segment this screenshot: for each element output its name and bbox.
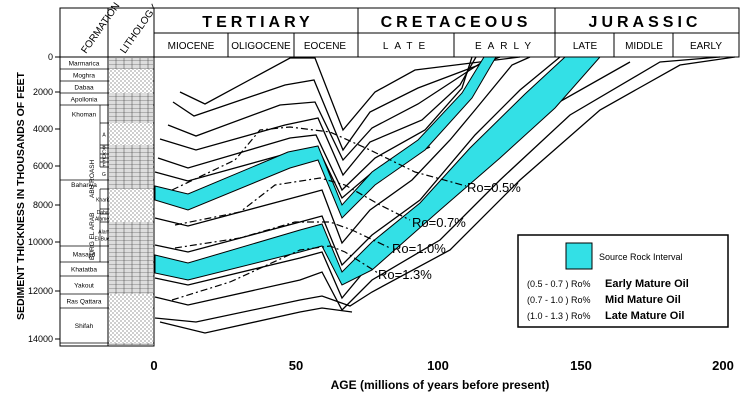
ro-isoline xyxy=(171,245,379,301)
formation-marmarica: Marmarica xyxy=(69,60,100,67)
epoch-oligocene: OLIGOCENE xyxy=(231,41,291,52)
formation-khoman: Khoman xyxy=(72,111,97,118)
y-axis-title: SEDIMENT THICKNESS IN THOUSANDS OF FEET xyxy=(15,71,27,320)
y-tick-label: 2000 xyxy=(33,87,53,97)
legend-range-1: (0.5 - 0.7 ) Ro% xyxy=(527,279,591,289)
formation-b: B xyxy=(102,145,106,151)
x-tick-label: 100 xyxy=(427,358,449,373)
burial-curve xyxy=(167,56,491,162)
x-axis-title: AGE (millions of years before present) xyxy=(331,378,550,392)
formation-d: D xyxy=(102,154,106,160)
legend: Source Rock Interval (0.5 - 0.7 ) Ro% Ea… xyxy=(517,234,729,328)
formation-g: G xyxy=(102,172,106,178)
burial-curve xyxy=(154,56,531,245)
epoch-middle-jurassic: MIDDLE xyxy=(625,41,663,52)
formation-alam-el-bueib: Alam El-Bueib xyxy=(95,229,114,242)
legend-label-3: Late Mature Oil xyxy=(605,310,684,322)
y-tick-label: 6000 xyxy=(33,161,53,171)
legend-range-2: (0.7 - 1.0 ) Ro% xyxy=(527,295,591,305)
group-label-burg-el-arab: BURG EL ARAB xyxy=(89,213,96,260)
burial-curve xyxy=(179,56,521,132)
formation-a: A xyxy=(102,132,106,138)
formation-yakout: Yakout xyxy=(74,282,94,289)
burial-curve xyxy=(159,307,353,334)
y-tick-label: 4000 xyxy=(33,124,53,134)
formation-e: E xyxy=(102,158,106,164)
legend-label-1: Early Mature Oil xyxy=(605,278,689,290)
period-cretaceous: CRETACEOUS xyxy=(381,14,532,31)
y-tick-label: 10000 xyxy=(28,237,53,247)
formation-shifah: Shifah xyxy=(75,323,94,330)
epoch-late-jurassic: LATE xyxy=(573,41,598,52)
ro-isoline xyxy=(174,221,391,249)
ro-isoline xyxy=(171,126,467,191)
formation-apollonia: Apollonia xyxy=(71,96,98,103)
y-axis-ticks: 0 2000 4000 6000 8000 10000 12000 14000 xyxy=(28,52,60,344)
y-tick-label: 12000 xyxy=(28,286,53,296)
formation-moghra: Moghra xyxy=(73,72,95,79)
burial-curve xyxy=(154,56,736,323)
y-tick-label: 14000 xyxy=(28,334,53,344)
formation-khatatba: Khatatba xyxy=(71,266,97,273)
legend-title: Source Rock Interval xyxy=(599,252,683,262)
legend-label-2: Mid Mature Oil xyxy=(605,294,681,306)
ro-label-0.7: Ro=0.7% xyxy=(412,215,466,230)
formation-alamein: Alamein xyxy=(95,216,113,222)
burial-curves xyxy=(154,56,736,334)
y-tick-label: 8000 xyxy=(33,200,53,210)
ro-label-0.5: Ro=0.5% xyxy=(467,180,521,195)
x-axis-ticks: 0 50 100 150 200 xyxy=(150,358,733,373)
ro-isoline xyxy=(174,177,411,226)
y-tick-label: 0 xyxy=(48,52,53,62)
ro-label-1.3: Ro=1.3% xyxy=(378,267,432,282)
epoch-late-cretaceous: LATE xyxy=(383,41,431,52)
source-rock-interval xyxy=(154,56,497,219)
period-tertiary: TERTIARY xyxy=(202,14,313,31)
source-rock-interval xyxy=(154,56,602,286)
burial-curve xyxy=(159,56,477,177)
x-tick-label: 150 xyxy=(570,358,592,373)
formation-dabaa: Dabaa xyxy=(74,84,94,91)
period-jurassic: JURASSIC xyxy=(589,14,702,31)
x-tick-label: 0 xyxy=(150,358,157,373)
epoch-early-jurassic: EARLY xyxy=(690,41,722,52)
burial-curve xyxy=(154,56,721,312)
burial-curve xyxy=(157,56,473,192)
ro-label-1.0: Ro=1.0% xyxy=(392,241,446,256)
group-label-abu-roash: ABU ROASH xyxy=(89,159,96,198)
formation-masajid: Masajid xyxy=(73,251,96,258)
epoch-early-cretaceous: EARLY xyxy=(475,41,537,52)
formation-dahab: Dahab xyxy=(97,210,112,216)
formation-kharita: Kharita xyxy=(96,197,112,203)
formation-f: F xyxy=(102,163,105,169)
x-tick-label: 200 xyxy=(712,358,734,373)
formation-ras-qattara: Ras Qattara xyxy=(66,298,101,305)
formation-c: C xyxy=(102,149,106,155)
epoch-eocene: EOCENE xyxy=(304,41,347,52)
epoch-miocene: MIOCENE xyxy=(168,41,215,52)
legend-range-3: (1.0 - 1.3 ) Ro% xyxy=(527,311,591,321)
formation-bahariya: Bahariya xyxy=(71,182,97,189)
legend-swatch xyxy=(565,242,593,270)
burial-curve xyxy=(172,56,501,152)
x-tick-label: 50 xyxy=(289,358,303,373)
burial-curve xyxy=(154,56,561,267)
